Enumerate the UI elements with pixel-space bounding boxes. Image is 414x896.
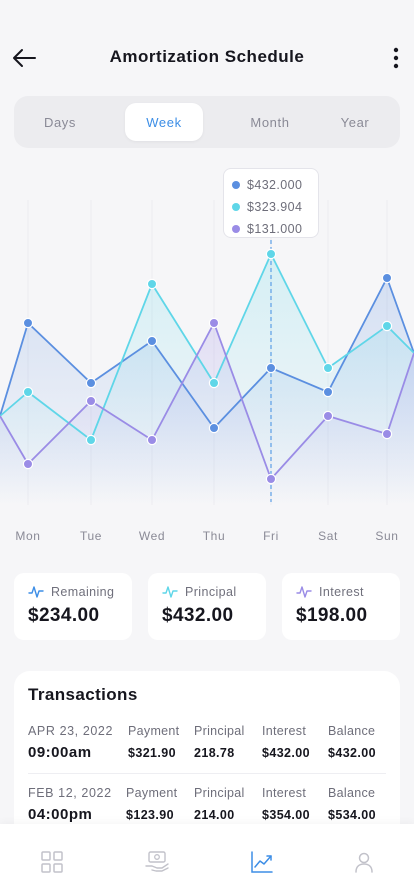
data-point-purple[interactable]	[85, 395, 97, 407]
table-row[interactable]: FEB 12, 2022 04:00pm Payment Principal I…	[14, 786, 400, 848]
column-balance: Balance	[328, 724, 376, 738]
data-point-blue[interactable]	[208, 422, 220, 434]
payment-value: $123.90	[126, 808, 174, 822]
interest-label: Interest	[319, 585, 364, 599]
grid-icon	[41, 851, 63, 873]
chart-icon	[251, 851, 273, 873]
series-area-purple	[0, 323, 414, 505]
remaining-label: Remaining	[51, 585, 115, 599]
remaining-card[interactable]: Remaining $234.00	[14, 573, 132, 640]
pulse-icon	[296, 586, 312, 598]
data-point-cyan[interactable]	[22, 386, 34, 398]
table-row[interactable]: APR 23, 2022 09:00am Payment Principal I…	[14, 724, 400, 786]
data-point-blue[interactable]	[265, 362, 277, 374]
nav-chart[interactable]	[248, 848, 276, 876]
data-point-purple[interactable]	[381, 428, 393, 440]
transaction-time: 09:00am	[28, 744, 92, 761]
tooltip-row: $432.000	[232, 174, 318, 196]
data-point-cyan[interactable]	[85, 434, 97, 446]
principal-card[interactable]: Principal $432.00	[148, 573, 266, 640]
data-point-cyan[interactable]	[381, 320, 393, 332]
tooltip-row: $131.000	[232, 218, 318, 240]
period-segmented-control: Days Week Month Year	[14, 96, 400, 148]
column-balance: Balance	[328, 786, 376, 800]
x-tick-label: Mon	[15, 529, 40, 543]
interest-value: $432.00	[262, 746, 310, 760]
money-hand-icon	[145, 851, 169, 872]
nav-payments[interactable]	[143, 848, 171, 876]
payment-value: $321.90	[128, 746, 176, 760]
data-point-blue[interactable]	[85, 377, 97, 389]
remaining-value: $234.00	[28, 605, 100, 626]
tab-days[interactable]: Days	[43, 114, 77, 130]
interest-value: $354.00	[262, 808, 310, 822]
tab-year[interactable]: Year	[340, 114, 370, 130]
data-point-purple[interactable]	[22, 458, 34, 470]
principal-label: Principal	[185, 585, 237, 599]
x-tick-label: Fri	[263, 529, 279, 543]
data-point-purple[interactable]	[265, 473, 277, 485]
data-point-purple[interactable]	[146, 434, 158, 446]
tooltip-value-blue: $432.000	[247, 178, 303, 192]
tooltip-value-cyan: $323.904	[247, 200, 303, 214]
data-point-purple[interactable]	[208, 317, 220, 329]
transaction-date: APR 23, 2022	[28, 724, 114, 738]
x-tick-label: Wed	[139, 529, 165, 543]
nav-profile[interactable]	[350, 848, 378, 876]
tab-week[interactable]: Week	[125, 103, 203, 141]
chart-tooltip: $432.000 $323.904 $131.000	[223, 168, 319, 238]
balance-value: $432.00	[328, 746, 376, 760]
data-point-cyan[interactable]	[146, 278, 158, 290]
pulse-icon	[28, 586, 44, 598]
data-point-purple[interactable]	[322, 410, 334, 422]
pulse-icon	[162, 586, 178, 598]
column-interest: Interest	[262, 786, 307, 800]
tooltip-value-purple: $131.000	[247, 222, 303, 236]
nav-dashboard[interactable]	[38, 848, 66, 876]
cyan-dot-icon	[232, 203, 240, 211]
x-tick-label: Thu	[203, 529, 225, 543]
bottom-nav	[0, 824, 414, 896]
transaction-date: FEB 12, 2022	[28, 786, 112, 800]
interest-card[interactable]: Interest $198.00	[282, 573, 400, 640]
divider	[28, 773, 386, 774]
data-point-blue[interactable]	[322, 386, 334, 398]
x-tick-label: Tue	[80, 529, 102, 543]
interest-value: $198.00	[296, 605, 368, 626]
blue-dot-icon	[232, 181, 240, 189]
column-payment: Payment	[128, 724, 180, 738]
data-point-cyan[interactable]	[208, 377, 220, 389]
balance-value: $534.00	[328, 808, 376, 822]
column-principal: Principal	[194, 724, 245, 738]
column-interest: Interest	[262, 724, 307, 738]
more-vertical-icon	[393, 47, 399, 69]
data-point-cyan[interactable]	[322, 362, 334, 374]
data-point-blue[interactable]	[22, 317, 34, 329]
transactions-title: Transactions	[28, 685, 138, 704]
user-icon	[355, 852, 373, 873]
transaction-time: 04:00pm	[28, 806, 93, 823]
back-button[interactable]	[8, 42, 40, 74]
column-principal: Principal	[194, 786, 245, 800]
page-title: Amortization Schedule	[109, 47, 305, 66]
arrow-left-icon	[13, 49, 36, 67]
principal-value: 214.00	[194, 808, 235, 822]
more-options-button[interactable]	[384, 42, 408, 74]
tooltip-row: $323.904	[232, 196, 318, 218]
amortization-chart[interactable]: Mon Tue Wed Thu Fri Sat Sun	[0, 160, 414, 560]
data-point-cyan[interactable]	[265, 248, 277, 260]
data-point-blue[interactable]	[381, 272, 393, 284]
data-point-blue[interactable]	[146, 335, 158, 347]
header: Amortization Schedule	[0, 36, 414, 80]
tab-month[interactable]: Month	[250, 114, 290, 130]
purple-dot-icon	[232, 225, 240, 233]
principal-value: $432.00	[162, 605, 234, 626]
principal-value: 218.78	[194, 746, 235, 760]
column-payment: Payment	[126, 786, 178, 800]
x-tick-label: Sat	[318, 529, 338, 543]
x-tick-label: Sun	[375, 529, 398, 543]
